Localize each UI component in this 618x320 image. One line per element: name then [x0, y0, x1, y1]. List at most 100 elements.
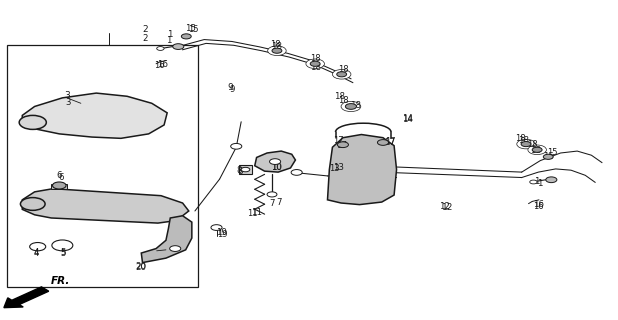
Circle shape: [532, 147, 542, 152]
Text: 17: 17: [333, 136, 344, 145]
Text: 15: 15: [543, 152, 554, 161]
Circle shape: [341, 101, 361, 112]
Circle shape: [521, 141, 531, 147]
Text: 16: 16: [533, 202, 544, 211]
Circle shape: [306, 59, 324, 68]
Circle shape: [517, 139, 535, 149]
Text: 18: 18: [310, 63, 321, 72]
Text: 15: 15: [548, 148, 558, 156]
Circle shape: [528, 145, 546, 155]
Bar: [239, 165, 252, 174]
Text: 12: 12: [439, 202, 450, 211]
Text: 7: 7: [269, 198, 275, 207]
Circle shape: [181, 34, 191, 39]
Text: 13: 13: [329, 164, 341, 173]
Text: 14: 14: [402, 115, 413, 124]
Text: 18: 18: [271, 42, 282, 52]
Text: 3: 3: [64, 91, 70, 100]
Circle shape: [332, 69, 351, 79]
Text: 15: 15: [188, 25, 199, 34]
Text: 10: 10: [271, 164, 282, 172]
Text: 11: 11: [247, 209, 258, 218]
Text: 18: 18: [527, 140, 538, 149]
Polygon shape: [255, 151, 295, 172]
Circle shape: [19, 116, 46, 129]
Circle shape: [52, 240, 73, 251]
Circle shape: [53, 182, 66, 189]
Text: 8: 8: [236, 166, 242, 175]
Circle shape: [170, 246, 180, 252]
Text: 15: 15: [185, 24, 196, 33]
Text: 9: 9: [229, 85, 235, 94]
Text: 18: 18: [515, 134, 526, 143]
Text: 17: 17: [336, 141, 347, 150]
Circle shape: [378, 140, 389, 145]
FancyArrow shape: [4, 287, 49, 308]
Text: 4: 4: [34, 248, 39, 257]
Circle shape: [269, 159, 281, 164]
Text: 6: 6: [56, 172, 62, 180]
Text: 16: 16: [533, 200, 544, 209]
Text: 4: 4: [33, 250, 38, 259]
Circle shape: [30, 243, 46, 251]
Circle shape: [546, 177, 557, 183]
Circle shape: [20, 197, 45, 210]
Circle shape: [345, 104, 357, 109]
Text: 1: 1: [537, 180, 543, 188]
Text: 18: 18: [518, 136, 529, 145]
Text: 14: 14: [402, 114, 413, 123]
Text: 18: 18: [334, 92, 345, 101]
Text: 10: 10: [271, 163, 282, 172]
Text: 13: 13: [333, 164, 344, 172]
Text: FR.: FR.: [51, 276, 70, 286]
Circle shape: [337, 142, 349, 148]
Circle shape: [291, 170, 302, 175]
Polygon shape: [22, 189, 188, 223]
Text: 1: 1: [167, 30, 173, 39]
Polygon shape: [328, 134, 397, 204]
Circle shape: [231, 143, 242, 149]
Text: 18: 18: [530, 146, 541, 155]
Polygon shape: [142, 216, 192, 263]
Text: 16: 16: [154, 61, 165, 70]
Circle shape: [530, 180, 537, 184]
Bar: [340, 157, 358, 177]
Polygon shape: [22, 93, 167, 138]
Text: 18: 18: [338, 96, 349, 105]
Circle shape: [268, 46, 286, 55]
Bar: [366, 157, 384, 177]
Text: 1: 1: [166, 36, 171, 45]
Text: 17: 17: [384, 138, 395, 147]
Text: 20: 20: [136, 262, 147, 271]
Circle shape: [211, 225, 222, 230]
Text: 2: 2: [143, 34, 148, 43]
Circle shape: [57, 243, 68, 248]
Text: 18: 18: [310, 53, 321, 62]
Bar: [7, 45, 198, 287]
Circle shape: [543, 154, 553, 159]
Text: 11: 11: [251, 208, 262, 217]
Circle shape: [310, 61, 320, 66]
Text: 18: 18: [337, 65, 348, 74]
Text: 18: 18: [270, 40, 281, 49]
Text: 1: 1: [535, 177, 540, 186]
Text: 12: 12: [442, 203, 454, 212]
Text: 20: 20: [136, 263, 147, 272]
Circle shape: [272, 48, 282, 53]
Text: 2: 2: [143, 25, 148, 34]
Circle shape: [157, 47, 164, 50]
Text: 17: 17: [385, 137, 396, 146]
Text: 9: 9: [228, 83, 234, 92]
Text: 7: 7: [277, 198, 282, 207]
Text: 5: 5: [61, 248, 66, 257]
Text: 3: 3: [66, 98, 71, 107]
Circle shape: [172, 44, 184, 50]
Circle shape: [241, 167, 250, 172]
Text: 6: 6: [58, 173, 64, 182]
Text: 19: 19: [216, 228, 227, 237]
Text: 16: 16: [157, 60, 167, 69]
Circle shape: [267, 192, 277, 197]
Text: 8: 8: [237, 167, 243, 176]
Text: 5: 5: [61, 250, 66, 259]
Circle shape: [337, 72, 347, 77]
